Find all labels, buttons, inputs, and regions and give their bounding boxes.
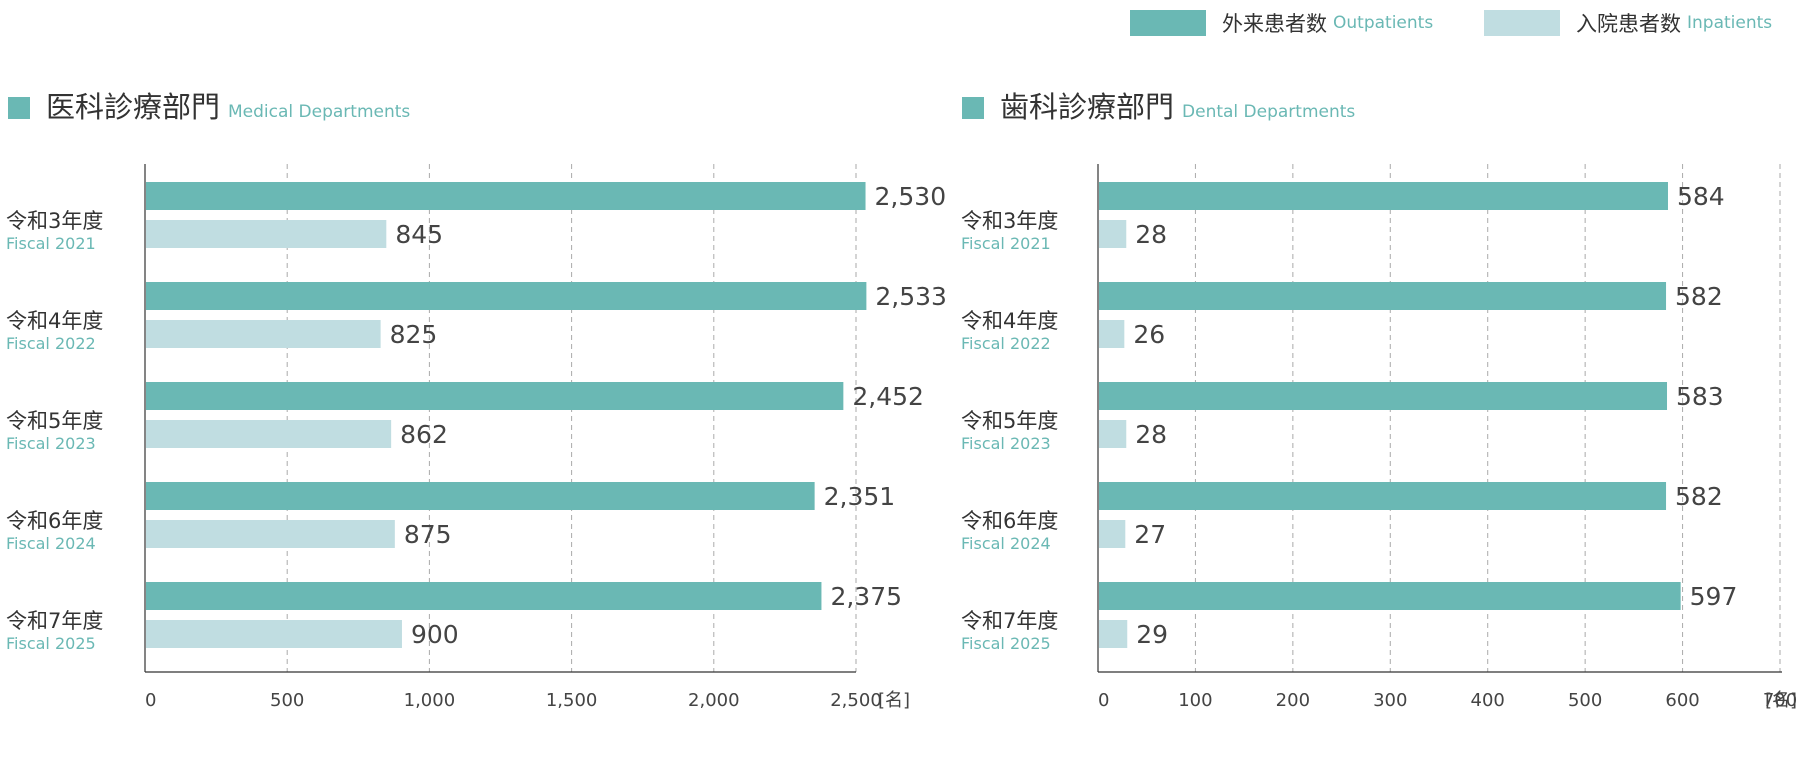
dental-category-label-en: Fiscal 2022 [961, 334, 1051, 353]
dental-value-label-inpatient: 28 [1135, 220, 1167, 249]
dental-bar-inpatient [1099, 620, 1128, 648]
dental-category-label-en: Fiscal 2021 [961, 234, 1051, 253]
medical-value-label-outpatient: 2,375 [830, 582, 902, 611]
medical-category-label-en: Fiscal 2025 [6, 634, 96, 653]
dental-bar-outpatient [1099, 282, 1667, 310]
medical-value-label-inpatient: 900 [411, 620, 459, 649]
medical-value-label-inpatient: 862 [400, 420, 448, 449]
dental-tick-label: 100 [1178, 690, 1212, 711]
medical-value-label-inpatient: 825 [390, 320, 438, 349]
medical-value-label-outpatient: 2,530 [875, 182, 947, 211]
dental-value-label-inpatient: 26 [1133, 320, 1165, 349]
dental-value-label-outpatient: 582 [1675, 282, 1723, 311]
dental-title-en: Dental Departments [1182, 102, 1356, 122]
dental-bar-inpatient [1099, 320, 1125, 348]
medical-category-label: 令和5年度 [6, 409, 103, 433]
medical-bar-inpatient [146, 520, 395, 548]
medical-category-label-en: Fiscal 2024 [6, 534, 96, 553]
dental-chart-title: 歯科診療部門 Dental Departments [962, 84, 1355, 126]
medical-bar-outpatient [146, 182, 866, 210]
legend-swatch-outpatients [1130, 10, 1206, 36]
dental-tick-label: 700 [1763, 690, 1797, 711]
dental-bar-outpatient [1099, 482, 1667, 510]
medical-bar-inpatient [146, 420, 392, 448]
dental-bar-inpatient [1099, 220, 1127, 248]
dental-category-label: 令和7年度 [961, 609, 1058, 633]
medical-bar-outpatient [146, 282, 867, 310]
dental-bar-outpatient [1099, 582, 1681, 610]
dental-tick-label: 0 [1098, 690, 1109, 711]
dental-value-label-inpatient: 28 [1135, 420, 1167, 449]
medical-category-label: 令和7年度 [6, 609, 103, 633]
dental-value-label-outpatient: 582 [1675, 482, 1723, 511]
dental-unit-label: [名] [1765, 690, 1797, 711]
medical-tick-label: 1,500 [546, 690, 598, 711]
dental-category-label: 令和5年度 [961, 409, 1058, 433]
medical-chart-title: 医科診療部門 Medical Departments [8, 84, 410, 126]
medical-unit-label: [名] [878, 690, 910, 711]
medical-category-label-en: Fiscal 2023 [6, 434, 96, 453]
dental-title-ja: 歯科診療部門 [1000, 90, 1175, 124]
dental-bar-inpatient [1099, 420, 1127, 448]
dental-value-label-inpatient: 29 [1136, 620, 1168, 649]
medical-bar-outpatient [146, 582, 822, 610]
dental-bar-inpatient [1099, 520, 1126, 548]
medical-value-label-outpatient: 2,351 [824, 482, 896, 511]
dental-category-label-en: Fiscal 2023 [961, 434, 1051, 453]
medical-title-en: Medical Departments [228, 102, 411, 122]
medical-value-label-inpatient: 845 [395, 220, 443, 249]
medical-category-label: 令和6年度 [6, 509, 103, 533]
medical-tick-label: 1,000 [404, 690, 456, 711]
legend-label-outpatients: 外来患者数 [1222, 12, 1327, 36]
medical-tick-label: 2,000 [688, 690, 740, 711]
legend-swatch-inpatients [1484, 10, 1560, 36]
medical-tick-label: 2,500 [830, 690, 882, 711]
medical-category-label-en: Fiscal 2021 [6, 234, 96, 253]
legend-label-outpatients-en: Outpatients [1333, 13, 1434, 33]
medical-tick-label: 500 [270, 690, 304, 711]
dental-tick-label: 400 [1471, 690, 1505, 711]
dental-category-label: 令和3年度 [961, 209, 1058, 233]
dental-value-label-outpatient: 597 [1690, 582, 1738, 611]
medical-category-label-en: Fiscal 2022 [6, 334, 96, 353]
dental-tick-label: 300 [1373, 690, 1407, 711]
dental-category-label: 令和4年度 [961, 309, 1058, 333]
legend-label-inpatients: 入院患者数 [1576, 12, 1681, 36]
medical-title-ja: 医科診療部門 [46, 90, 221, 124]
medical-bar-inpatient [146, 620, 402, 648]
medical-title-square-icon [8, 97, 30, 119]
dental-title-square-icon [962, 97, 984, 119]
dental-tick-label: 500 [1568, 690, 1602, 711]
dental-category-label: 令和6年度 [961, 509, 1058, 533]
medical-value-label-outpatient: 2,533 [875, 282, 947, 311]
medical-bar-inpatient [146, 320, 381, 348]
medical-category-label: 令和3年度 [6, 209, 103, 233]
dental-tick-label: 200 [1276, 690, 1310, 711]
dental-bar-outpatient [1099, 382, 1668, 410]
medical-bar-outpatient [146, 482, 815, 510]
medical-value-label-inpatient: 875 [404, 520, 452, 549]
medical-bar-outpatient [146, 382, 844, 410]
dental-tick-label: 600 [1665, 690, 1699, 711]
legend-outpatients: 外来患者数 Outpatients [1130, 8, 1433, 38]
medical-value-label-outpatient: 2,452 [852, 382, 924, 411]
medical-bar-inpatient [146, 220, 387, 248]
dental-value-label-outpatient: 584 [1677, 182, 1725, 211]
medical-tick-label: 0 [145, 690, 156, 711]
dental-value-label-outpatient: 583 [1676, 382, 1724, 411]
medical-category-label: 令和4年度 [6, 309, 103, 333]
dental-category-label-en: Fiscal 2024 [961, 534, 1051, 553]
dental-category-label-en: Fiscal 2025 [961, 634, 1051, 653]
legend-inpatients: 入院患者数 Inpatients [1484, 8, 1772, 38]
legend-label-inpatients-en: Inpatients [1687, 13, 1773, 33]
dental-value-label-inpatient: 27 [1134, 520, 1166, 549]
dental-bar-outpatient [1099, 182, 1668, 210]
